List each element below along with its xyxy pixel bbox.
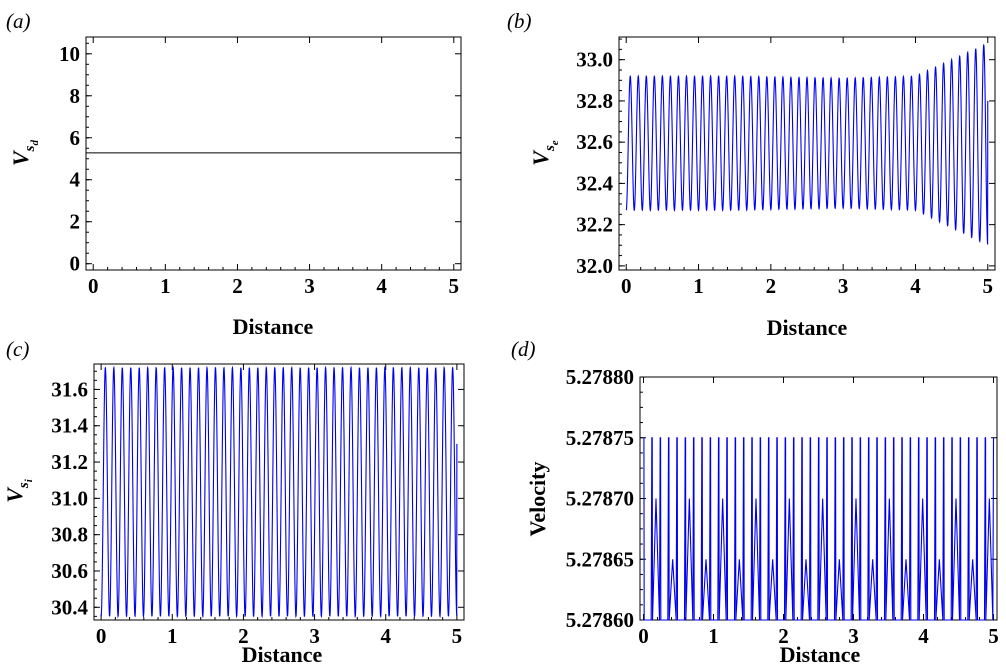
y-axis-title-subsub-c: i — [23, 478, 35, 482]
x-tick-label-b: 4 — [910, 274, 921, 298]
y-axis-title-sub-b: s — [542, 145, 558, 152]
series-line-b — [625, 43, 989, 245]
x-tick-label-a: 2 — [232, 274, 243, 298]
x-tick-label-d: 4 — [918, 624, 929, 648]
x-tick-label-c: 5 — [452, 624, 463, 648]
y-tick-label-b: 32.4 — [576, 171, 613, 195]
x-tick-label-c: 0 — [96, 624, 107, 648]
plot-frame-a — [85, 36, 462, 271]
y-tick-label-b: 32.8 — [576, 89, 613, 113]
panel-b: (b) Vse Distance 0 1 2 3 4 5 32.0 32.2 32.4 32.6 3… — [507, 9, 996, 340]
panel-d: (d) Velocity Distance 0 1 2 3 4 5 5.27860 5.278… — [511, 337, 999, 666]
svg-text:Vse: Vse — [528, 140, 561, 166]
x-tick-label-d: 2 — [778, 624, 789, 648]
y-axis-title-base-a: V — [8, 149, 33, 166]
y-tick-label-d: 5.27875 — [566, 426, 634, 450]
x-tick-label-b: 5 — [983, 274, 994, 298]
y-tick-label-a: 0 — [70, 252, 81, 276]
x-tick-label-d: 5 — [988, 624, 999, 648]
panel-c: (c) Vsi Distance 0 1 2 3 4 5 30.4 30.6 30.8 31.0 3… — [2, 337, 465, 666]
y-tick-label-c: 30.6 — [51, 559, 88, 583]
y-tick-label-b: 33.0 — [576, 48, 613, 72]
y-tick-label-c: 31.0 — [51, 486, 88, 510]
y-axis-title-d: Velocity — [525, 462, 550, 537]
y-tick-label-d: 5.27860 — [566, 608, 634, 632]
y-axis-title-base-c: V — [2, 486, 27, 503]
svg-text:Vsi: Vsi — [2, 478, 35, 503]
panel-label-d: (d) — [511, 337, 536, 361]
y-axis-title-subsub-b: e — [549, 140, 561, 145]
y-tick-label-a: 10 — [59, 42, 80, 66]
y-axis-title-base-b: V — [528, 149, 553, 166]
x-tick-label-a: 0 — [88, 274, 99, 298]
y-tick-label-d: 5.27865 — [566, 547, 634, 571]
panel-label-a: (a) — [6, 9, 31, 33]
y-tick-label-a: 6 — [70, 126, 81, 150]
x-tick-label-b: 1 — [693, 274, 704, 298]
svg-text:Vsd: Vsd — [8, 139, 41, 166]
y-axis-title-c: Vsi — [2, 478, 35, 503]
y-tick-label-a: 4 — [70, 168, 81, 192]
x-tick-label-b: 0 — [621, 274, 632, 298]
x-axis-title-c: Distance — [242, 642, 323, 666]
panel-a: (a) Vsd Distance 0 1 2 3 4 5 0 2 4 6 8 10 — [6, 9, 462, 339]
y-tick-label-d: 5.27880 — [566, 365, 634, 389]
x-tick-label-b: 3 — [838, 274, 849, 298]
x-tick-label-d: 1 — [708, 624, 719, 648]
y-tick-label-b: 32.2 — [576, 213, 613, 237]
x-tick-label-c: 4 — [380, 624, 391, 648]
x-tick-label-c: 1 — [167, 624, 178, 648]
x-tick-label-c: 2 — [238, 624, 249, 648]
x-axis-title-a: Distance — [233, 314, 314, 339]
series-line-d — [643, 437, 995, 621]
x-tick-label-b: 2 — [766, 274, 777, 298]
x-tick-label-a: 5 — [449, 274, 460, 298]
y-tick-label-b: 32.6 — [576, 130, 613, 154]
y-tick-label-c: 30.8 — [51, 523, 88, 547]
x-tick-label-a: 3 — [304, 274, 315, 298]
y-tick-label-c: 31.4 — [51, 414, 88, 438]
y-tick-label-a: 8 — [70, 84, 81, 108]
series-line-c — [100, 365, 458, 619]
plot-frame-b — [618, 36, 996, 271]
x-tick-label-d: 0 — [638, 624, 649, 648]
y-axis-title-b: Vse — [528, 140, 561, 166]
x-axis-title-d: Distance — [780, 642, 861, 666]
y-tick-label-c: 30.4 — [51, 595, 88, 619]
x-tick-label-d: 3 — [848, 624, 859, 648]
y-tick-label-c: 31.6 — [51, 377, 88, 401]
x-tick-label-a: 1 — [160, 274, 171, 298]
y-tick-label-b: 32.0 — [576, 254, 613, 278]
panel-label-b: (b) — [507, 9, 532, 33]
x-axis-title-b: Distance — [767, 315, 848, 340]
panel-label-c: (c) — [6, 337, 29, 361]
y-tick-label-c: 31.2 — [51, 450, 88, 474]
y-tick-label-a: 2 — [70, 210, 81, 234]
x-tick-label-a: 4 — [376, 274, 387, 298]
y-axis-title-subsub-a: d — [29, 139, 41, 145]
y-axis-title-sub-c: s — [16, 482, 32, 489]
y-axis-title-sub-a: s — [22, 145, 38, 152]
plot-frame-c — [93, 363, 465, 621]
x-tick-label-c: 3 — [309, 624, 320, 648]
y-tick-label-d: 5.27870 — [566, 487, 634, 511]
y-axis-title-a: Vsd — [8, 139, 41, 166]
